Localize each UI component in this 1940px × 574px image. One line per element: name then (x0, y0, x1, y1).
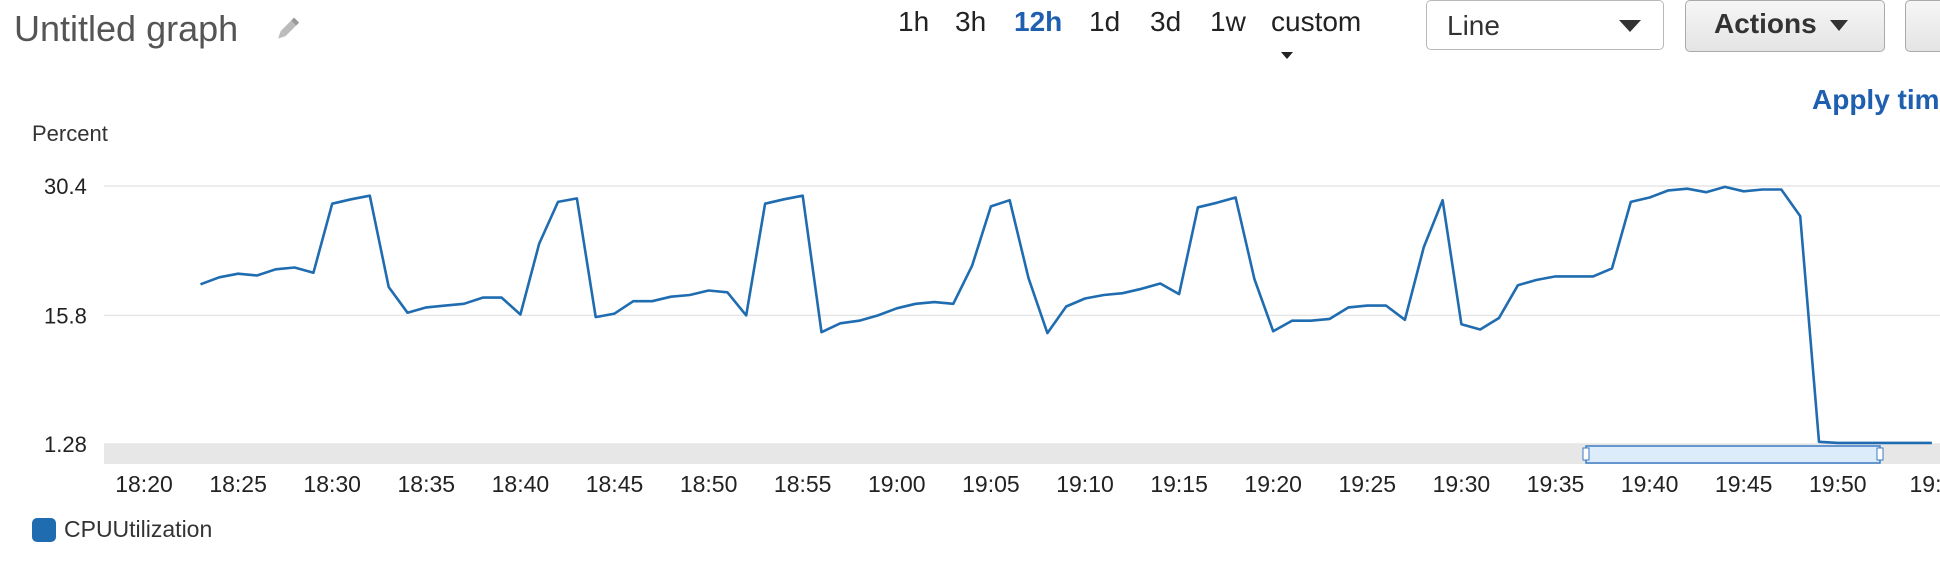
range-custom[interactable]: custom (1271, 6, 1361, 70)
chevron-down-icon (1619, 20, 1641, 32)
time-brush-track (104, 444, 1940, 464)
x-tick-label: 18:55 (774, 471, 832, 497)
x-tick-label: 19:50 (1809, 471, 1867, 497)
time-brush-selection (1585, 445, 1881, 464)
x-tick-label: 19:40 (1621, 471, 1679, 497)
range-1d[interactable]: 1d (1089, 6, 1121, 37)
x-tick-label: 18:20 (115, 471, 173, 497)
x-tick-label: 19:45 (1715, 471, 1773, 497)
apply-time-range-link[interactable]: Apply tim (1812, 84, 1940, 115)
pencil-icon[interactable] (272, 14, 302, 44)
range-3d[interactable]: 3d (1150, 6, 1182, 37)
legend-label-cpuutilization[interactable]: CPUUtilization (64, 516, 213, 542)
brush-handle-right[interactable] (1876, 447, 1884, 461)
y-tick-label: 30.4 (44, 174, 87, 199)
actions-button-label: Actions (1714, 8, 1817, 39)
x-tick-label: 18:45 (586, 471, 644, 497)
chart-type-select[interactable]: Line (1426, 0, 1664, 50)
x-tick-label: 19:5 (1910, 471, 1940, 497)
x-tick-label: 18:40 (492, 471, 550, 497)
brush-handle-left[interactable] (1582, 447, 1590, 461)
range-12h[interactable]: 12h (1014, 6, 1063, 37)
actions-button[interactable]: Actions (1685, 0, 1885, 52)
x-tick-label: 19:30 (1433, 471, 1491, 497)
x-tick-label: 19:15 (1150, 471, 1208, 497)
x-tick-label: 19:25 (1339, 471, 1397, 497)
series-line-cpuutilization (200, 185, 1932, 445)
range-1w[interactable]: 1w (1210, 6, 1246, 37)
chevron-down-icon (1830, 20, 1848, 31)
x-tick-label: 18:50 (680, 471, 738, 497)
more-button[interactable] (1905, 0, 1940, 52)
chart-type-value: Line (1447, 10, 1500, 41)
x-tick-label: 19:20 (1244, 471, 1302, 497)
x-tick-label: 19:00 (868, 471, 926, 497)
range-custom-label: custom (1271, 6, 1362, 37)
chevron-down-icon (1281, 52, 1293, 60)
legend-swatch-cpuutilization[interactable] (32, 518, 56, 542)
y-axis-unit-label: Percent (32, 121, 108, 146)
range-1h[interactable]: 1h (898, 6, 930, 37)
y-tick-label: 1.28 (44, 432, 87, 457)
x-tick-label: 19:05 (962, 471, 1020, 497)
x-tick-label: 19:35 (1527, 471, 1585, 497)
range-3h[interactable]: 3h (955, 6, 987, 37)
graph-title[interactable]: Untitled graph (14, 8, 239, 49)
x-tick-label: 18:30 (303, 471, 361, 497)
y-tick-label: 15.8 (44, 303, 87, 328)
x-tick-label: 19:10 (1056, 471, 1114, 497)
x-tick-label: 18:35 (398, 471, 456, 497)
x-tick-label: 18:25 (209, 471, 267, 497)
